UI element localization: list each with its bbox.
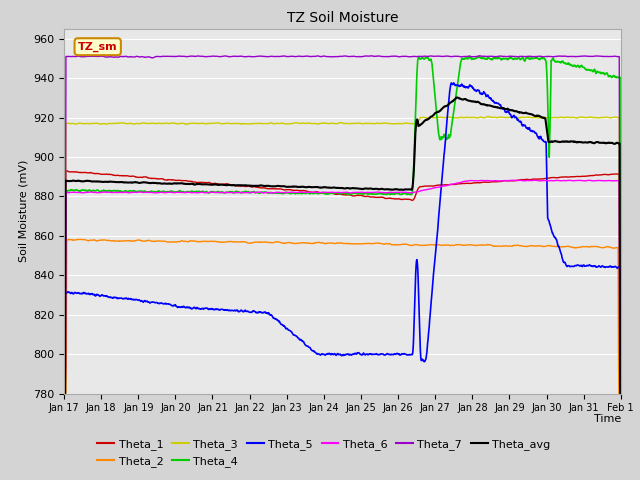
Theta_5 — [450, 80, 458, 86]
Theta_1 — [171, 177, 179, 183]
Theta_1 — [246, 184, 254, 190]
Theta_2 — [502, 243, 509, 249]
Theta_7 — [476, 53, 483, 59]
Theta_2 — [617, 391, 625, 396]
Theta_5 — [170, 302, 178, 308]
Theta_6 — [531, 177, 539, 183]
Theta_avg — [551, 138, 559, 144]
Theta_5 — [502, 109, 509, 115]
Theta_6 — [246, 190, 254, 195]
Theta_avg — [502, 106, 509, 112]
Theta_4 — [502, 56, 509, 61]
Theta_3 — [429, 115, 436, 120]
Theta_3 — [617, 391, 625, 396]
Theta_5 — [246, 310, 254, 315]
Theta_2 — [184, 239, 192, 245]
Theta_6 — [429, 185, 436, 191]
Theta_5 — [60, 391, 68, 396]
Theta_5 — [429, 281, 436, 287]
Theta_1 — [62, 168, 70, 173]
Theta_avg — [617, 391, 625, 396]
Theta_7 — [170, 54, 178, 60]
Text: Time: Time — [593, 414, 621, 424]
Theta_6 — [617, 391, 625, 396]
Theta_2 — [60, 391, 68, 396]
Theta_3 — [551, 115, 559, 120]
Y-axis label: Soil Moisture (mV): Soil Moisture (mV) — [19, 160, 29, 263]
Line: Theta_2: Theta_2 — [64, 240, 621, 394]
Theta_5 — [551, 235, 559, 240]
Theta_3 — [184, 121, 191, 127]
Theta_1 — [617, 391, 625, 396]
Theta_7 — [246, 54, 254, 60]
Theta_2 — [551, 244, 559, 250]
Theta_6 — [184, 190, 191, 195]
Line: Theta_1: Theta_1 — [64, 170, 621, 394]
Theta_4 — [617, 391, 625, 396]
Theta_avg — [60, 391, 68, 396]
Theta_avg — [170, 180, 178, 186]
Theta_6 — [502, 178, 509, 184]
Theta_3 — [484, 113, 492, 119]
Theta_4 — [466, 53, 474, 59]
Theta_1 — [429, 183, 437, 189]
Theta_avg — [429, 113, 436, 119]
Text: TZ_sm: TZ_sm — [78, 42, 118, 52]
Theta_7 — [551, 54, 559, 60]
Theta_7 — [617, 391, 625, 396]
Theta_4 — [246, 190, 254, 196]
Theta_7 — [60, 391, 68, 396]
Theta_7 — [184, 54, 191, 60]
Line: Theta_3: Theta_3 — [64, 116, 621, 394]
Legend: Theta_1, Theta_2, Theta_3, Theta_4, Theta_5, Theta_6, Theta_7, Theta_avg: Theta_1, Theta_2, Theta_3, Theta_4, Thet… — [97, 439, 550, 467]
Line: Theta_avg: Theta_avg — [64, 97, 621, 394]
Theta_4 — [429, 69, 436, 75]
Theta_1 — [184, 179, 192, 184]
Line: Theta_6: Theta_6 — [64, 180, 621, 394]
Theta_4 — [184, 189, 191, 194]
Theta_1 — [551, 175, 559, 180]
Title: TZ Soil Moisture: TZ Soil Moisture — [287, 11, 398, 25]
Line: Theta_4: Theta_4 — [64, 56, 621, 394]
Theta_1 — [502, 178, 509, 184]
Theta_avg — [246, 183, 254, 189]
Theta_2 — [246, 240, 254, 246]
Theta_6 — [60, 391, 68, 396]
Theta_avg — [452, 95, 460, 100]
Theta_1 — [60, 391, 68, 396]
Theta_6 — [551, 178, 559, 183]
Line: Theta_7: Theta_7 — [64, 56, 621, 394]
Theta_4 — [60, 391, 68, 396]
Theta_5 — [184, 304, 191, 310]
Theta_4 — [170, 189, 178, 195]
Theta_avg — [184, 181, 191, 187]
Line: Theta_5: Theta_5 — [64, 83, 621, 394]
Theta_6 — [170, 190, 178, 195]
Theta_2 — [429, 242, 437, 248]
Theta_3 — [170, 120, 178, 126]
Theta_2 — [171, 239, 179, 245]
Theta_3 — [502, 115, 509, 120]
Theta_7 — [502, 54, 509, 60]
Theta_4 — [551, 59, 559, 64]
Theta_5 — [617, 391, 625, 396]
Theta_3 — [60, 391, 68, 396]
Theta_7 — [429, 53, 436, 59]
Theta_3 — [246, 121, 254, 127]
Theta_2 — [76, 237, 84, 242]
